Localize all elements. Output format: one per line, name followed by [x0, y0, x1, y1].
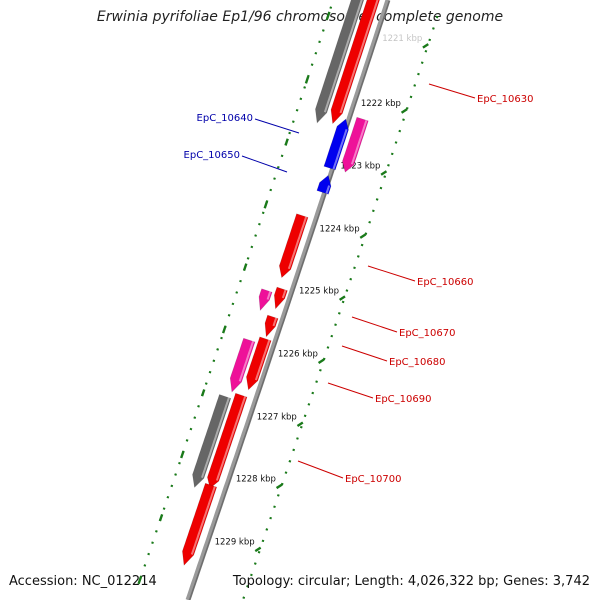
cds-block-epc-10630-highlight [323, 0, 363, 113]
leader-line-epc-10660 [367, 265, 416, 282]
kbp-label: 1224 kbp [320, 224, 360, 234]
kbp-label: 1229 kbp [215, 538, 255, 548]
kbp-tick-inner [263, 201, 269, 209]
kbp-label: 1228 kbp [236, 475, 276, 485]
leader-line-epc-10680 [341, 345, 388, 362]
kbp-tick-inner [221, 326, 227, 334]
gene-label-epc-10670[interactable]: EpC_10670 [399, 328, 455, 339]
cds-block-epc-10690-highlight [238, 340, 255, 382]
gene-arrow-epc-10670 [273, 286, 288, 310]
gene-arrow-epc-10680-highlight [272, 317, 278, 327]
kbp-tick-inner [242, 263, 248, 271]
backbone-edge [188, 0, 391, 600]
cds-block-epc-10640-highlight [350, 119, 368, 165]
kbp-label: 1221 kbp [382, 34, 422, 44]
gene-label-epc-10690[interactable]: EpC_10690 [375, 394, 431, 405]
gene-arrow-epc-10700 [207, 392, 248, 489]
kbp-tick-inner [304, 76, 310, 84]
gene-arrow-next-highlight [190, 486, 216, 555]
map-title: Erwinia pyrifoliae Ep1/96 chromosome, co… [96, 9, 504, 25]
accession-text: Accession: NC_012214 [9, 574, 157, 589]
gene-arrow-epc-10680 [264, 314, 279, 338]
kbp-tick-inner [200, 389, 206, 397]
kbp-tick-inner [180, 451, 185, 459]
kbp-tick-major [422, 43, 429, 49]
gene-label-epc-10660[interactable]: EpC_10660 [417, 277, 473, 288]
cds-block-epc-10700 [192, 394, 232, 489]
gene-arrow-epc-10650 [316, 174, 332, 195]
gene-label-epc-10640[interactable]: EpC_10640 [197, 113, 253, 124]
gene-arrow-epc-10630 [330, 0, 380, 125]
cds-block-epc-10690 [229, 337, 256, 393]
gene-arrow-next [182, 482, 218, 566]
gene-arrow-epc-10650-highlight [325, 185, 331, 194]
backbone-track [185, 0, 391, 600]
gene-arrow-epc-10660 [278, 213, 309, 279]
topology-summary: Topology: circular; Length: 4,026,322 bp… [232, 574, 590, 589]
leader-line-epc-10700 [297, 460, 344, 479]
gene-arrow-epc-10690-highlight [254, 339, 271, 381]
gene-label-epc-10650[interactable]: EpC_10650 [184, 150, 240, 161]
gene-arrow-epc-10640-highlight [332, 128, 348, 170]
kbp-tick-major [317, 358, 325, 364]
gene-label-epc-10680[interactable]: EpC_10680 [389, 357, 445, 368]
cds-block-epc-10670 [258, 288, 273, 312]
kbp-tick-inner [326, 11, 331, 19]
leader-line-epc-10640 [254, 118, 300, 134]
kbp-tick-major [275, 483, 283, 490]
kbp-tick-inner [284, 138, 289, 146]
kbp-tick-major [359, 233, 367, 239]
gene-label-epc-10630[interactable]: EpC_10630 [477, 94, 533, 105]
gene-arrow-epc-10660-highlight [287, 216, 308, 270]
gene-arrow-epc-10640 [323, 118, 349, 171]
cds-block-epc-10640 [342, 116, 369, 173]
leader-line-epc-10690 [327, 382, 374, 399]
kbp-label: 1227 kbp [257, 413, 297, 423]
kbp-tick-major [296, 421, 304, 428]
leader-line-epc-10630 [428, 83, 476, 99]
kbp-label: 1225 kbp [299, 286, 339, 296]
kbp-tick-major [400, 108, 408, 114]
cds-block-epc-10700-highlight [201, 397, 230, 479]
kbp-tick-major [254, 546, 262, 553]
gene-arrow-epc-10690 [246, 336, 272, 391]
kbp-tick-inner [137, 576, 142, 585]
kbp-tick-major [338, 295, 346, 301]
gene-arrow-epc-10700-highlight [215, 396, 247, 481]
kbp-label: 1226 kbp [278, 349, 318, 359]
kbp-label: 1223 kbp [340, 161, 380, 171]
cds-block-epc-10670-highlight [266, 291, 272, 300]
gene-arrow-epc-10630-highlight [339, 0, 379, 114]
gene-arrow-epc-10670-highlight [281, 289, 287, 299]
cds-block-epc-10630 [315, 0, 365, 124]
kbp-tick-major [380, 170, 388, 176]
kbp-tick-inner [158, 513, 164, 522]
leader-line-epc-10670 [351, 316, 398, 333]
gene-label-epc-10700[interactable]: EpC_10700 [345, 474, 401, 485]
kbp-label: 1222 kbp [361, 99, 401, 109]
leader-line-epc-10650 [241, 155, 288, 173]
